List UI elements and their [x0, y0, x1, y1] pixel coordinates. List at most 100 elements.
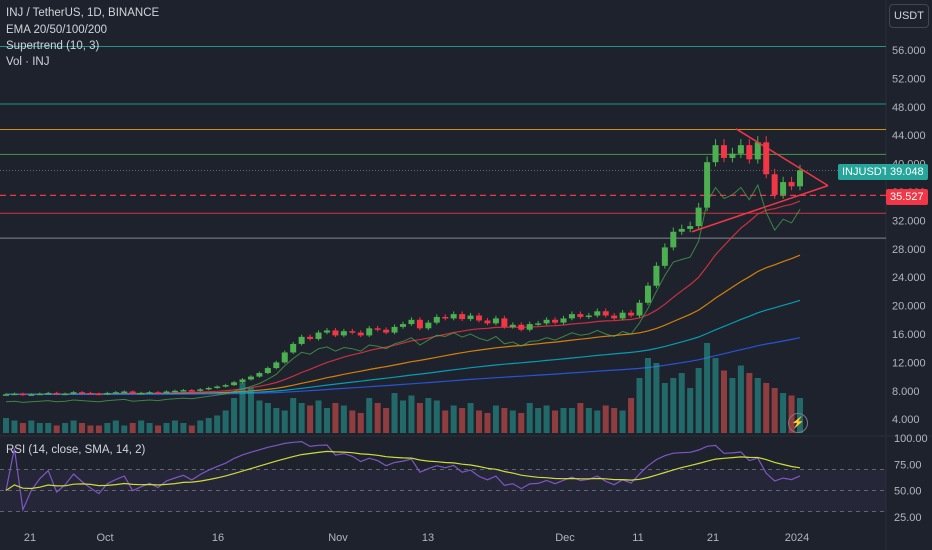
candle-body — [214, 386, 221, 389]
candle-body — [188, 390, 195, 392]
candle-body — [476, 315, 483, 321]
volume-bar — [450, 405, 457, 433]
volume-bar — [771, 388, 778, 433]
candle-body — [467, 315, 474, 320]
volume-bar — [619, 410, 626, 433]
y-tick-label: 24.000 — [892, 272, 926, 284]
volume-bar — [408, 395, 415, 433]
candle-body — [239, 379, 246, 383]
candle-body — [62, 393, 69, 396]
candle-body — [636, 302, 643, 316]
flash-icon[interactable]: ⚡ — [788, 413, 808, 433]
candle-body — [771, 174, 778, 195]
candle-body — [644, 285, 651, 303]
volume-bar — [197, 420, 204, 433]
currency-button[interactable]: USDT — [889, 4, 929, 28]
x-tick-label: 13 — [422, 532, 434, 544]
volume-bar — [746, 373, 753, 433]
candle-body — [340, 331, 347, 336]
volume-bar — [112, 420, 119, 433]
candle-body — [383, 329, 390, 333]
candle-body — [298, 336, 305, 344]
volume-bar — [95, 425, 102, 433]
candle-body — [737, 145, 744, 154]
volume-bar — [720, 370, 727, 433]
candle-body — [349, 331, 356, 333]
volume-bar — [585, 408, 592, 433]
candle-body — [231, 382, 238, 386]
x-tick-label: 21 — [24, 532, 36, 544]
candle-body — [400, 324, 406, 327]
volume-bar — [400, 400, 406, 433]
volume-bar — [214, 415, 221, 433]
supertrend-legend[interactable]: Supertrend (10, 3) — [6, 40, 100, 52]
candle-body — [678, 228, 685, 232]
y-tick-label: 8.000 — [892, 386, 920, 398]
candle-body — [670, 231, 677, 248]
candle-body — [543, 319, 550, 324]
rsi-legend[interactable]: RSI (14, close, SMA, 14, 2) — [6, 444, 146, 456]
candle-body — [121, 391, 128, 394]
candle-body — [146, 392, 153, 394]
rsi-tick-label: 75.00 — [894, 459, 922, 471]
y-tick-label: 44.000 — [892, 130, 926, 142]
volume-bar — [661, 383, 668, 433]
volume-bar — [19, 423, 26, 433]
candle-body — [653, 265, 660, 286]
volume-bar — [205, 418, 212, 433]
candle-body — [729, 153, 736, 158]
candle-body — [332, 330, 339, 336]
candle-body — [155, 392, 162, 394]
candle-body — [366, 328, 373, 336]
candle-body — [442, 316, 449, 319]
volume-bar — [636, 378, 643, 433]
volume-legend[interactable]: Vol · INJ — [6, 56, 50, 68]
volume-bar — [501, 408, 508, 433]
candle-body — [788, 182, 795, 187]
y-tick-label: 20.000 — [892, 301, 926, 313]
candle-body — [374, 328, 381, 330]
candle-body — [687, 226, 694, 229]
volume-bar — [611, 408, 618, 433]
volume-bar — [366, 398, 373, 433]
volume-bar — [256, 400, 263, 433]
candle-body — [602, 311, 609, 316]
candle-body — [171, 390, 178, 393]
candle-body — [197, 389, 204, 391]
candle-body — [70, 392, 77, 394]
volume-bar — [70, 420, 77, 433]
volume-bar — [383, 408, 390, 433]
volume-bar — [687, 388, 694, 433]
x-tick-label: Nov — [328, 532, 348, 544]
candle-body — [720, 145, 727, 158]
volume-bar — [264, 403, 271, 433]
volume-bar — [62, 423, 69, 433]
volume-bar — [391, 393, 398, 433]
rsi-line — [5, 440, 801, 512]
volume-bar — [349, 410, 356, 433]
candle-body — [526, 324, 533, 330]
candle-body — [780, 182, 787, 195]
dashed-level-badge: 35.527 — [886, 189, 928, 205]
y-tick-label: 4.000 — [892, 414, 920, 426]
volume-bar — [602, 405, 609, 433]
candle-body — [459, 314, 466, 320]
volume-bar — [459, 408, 466, 433]
volume-bar — [79, 423, 86, 433]
rsi-tick-label: 50.00 — [894, 486, 922, 498]
candle-body — [45, 392, 52, 395]
candle-body — [290, 343, 297, 353]
ema-legend[interactable]: EMA 20/50/100/200 — [6, 24, 108, 36]
last-price-badge: 39.048 — [886, 164, 928, 180]
volume-bar — [425, 398, 432, 433]
volume-bar — [729, 378, 736, 433]
candle-body — [501, 318, 508, 327]
candle-body — [95, 393, 102, 396]
volume-bar — [87, 425, 94, 433]
volume-bar — [509, 410, 516, 433]
candle-body — [138, 392, 145, 395]
candle-body — [36, 393, 43, 396]
volume-bar — [535, 408, 542, 433]
volume-bar — [53, 425, 60, 433]
